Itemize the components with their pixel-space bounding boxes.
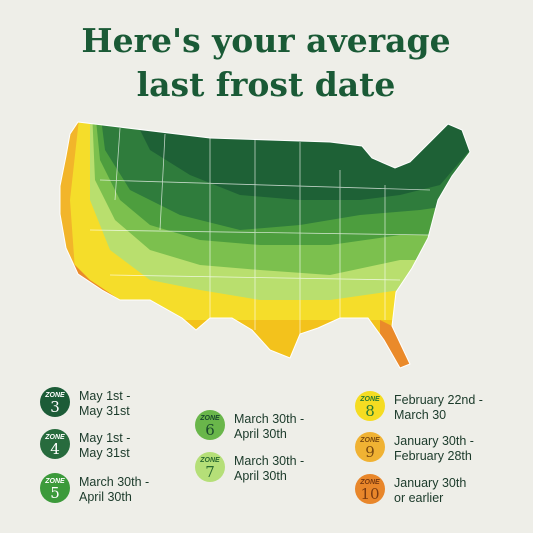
zone-dates: January 30th — [394, 476, 466, 490]
zone-number: 8 — [365, 402, 375, 420]
zone-badge — [40, 473, 70, 503]
state-borders — [89, 127, 431, 334]
zone-dates: January 30th - — [394, 434, 474, 448]
zone-dates: March 30th - — [234, 412, 304, 426]
zone-label: ZONE — [359, 396, 380, 403]
zone-dates: March 30th - — [79, 475, 149, 489]
zone-badge — [355, 474, 385, 504]
zone-label: ZONE — [44, 478, 65, 485]
zone-dates: April 30th — [79, 490, 132, 504]
zone-badge — [355, 391, 385, 421]
zone-dates: or earlier — [394, 491, 443, 505]
title-line: last frost date — [137, 65, 396, 104]
zone-dates: May 1st - — [79, 431, 130, 445]
zone-number: 6 — [205, 421, 215, 439]
zone-dates: February 28th — [394, 449, 472, 463]
zone-label: ZONE — [199, 457, 220, 464]
zone-badge — [195, 410, 225, 440]
zone-dates: April 30th — [234, 469, 287, 483]
zone-badge — [195, 452, 225, 482]
zone-dates: February 22nd - — [394, 393, 483, 407]
zone-dates: May 31st — [79, 446, 130, 460]
zone-dates: May 31st — [79, 404, 130, 418]
zone-label: ZONE — [359, 437, 380, 444]
zone-label: ZONE — [44, 434, 65, 441]
zone-number: 5 — [50, 484, 60, 502]
zone-number: 4 — [50, 440, 60, 458]
zone-label: ZONE — [359, 479, 380, 486]
zone-badge — [40, 429, 70, 459]
zone-dates: March 30th - — [234, 454, 304, 468]
us-map — [60, 122, 470, 368]
zone-dates: March 30 — [394, 408, 446, 422]
zone-number: 9 — [365, 443, 375, 461]
zone-dates: May 1st - — [79, 389, 130, 403]
zone-number: 3 — [50, 398, 60, 416]
zone-number: 10 — [360, 485, 379, 503]
title-line: Here's your average — [81, 21, 450, 60]
zone-badge — [40, 387, 70, 417]
zone-badge — [355, 432, 385, 462]
zone-label: ZONE — [44, 392, 65, 399]
zone-label: ZONE — [199, 415, 220, 422]
us-outline — [59, 121, 471, 369]
zone-dates: April 30th — [234, 427, 287, 441]
zone-number: 7 — [205, 463, 215, 481]
